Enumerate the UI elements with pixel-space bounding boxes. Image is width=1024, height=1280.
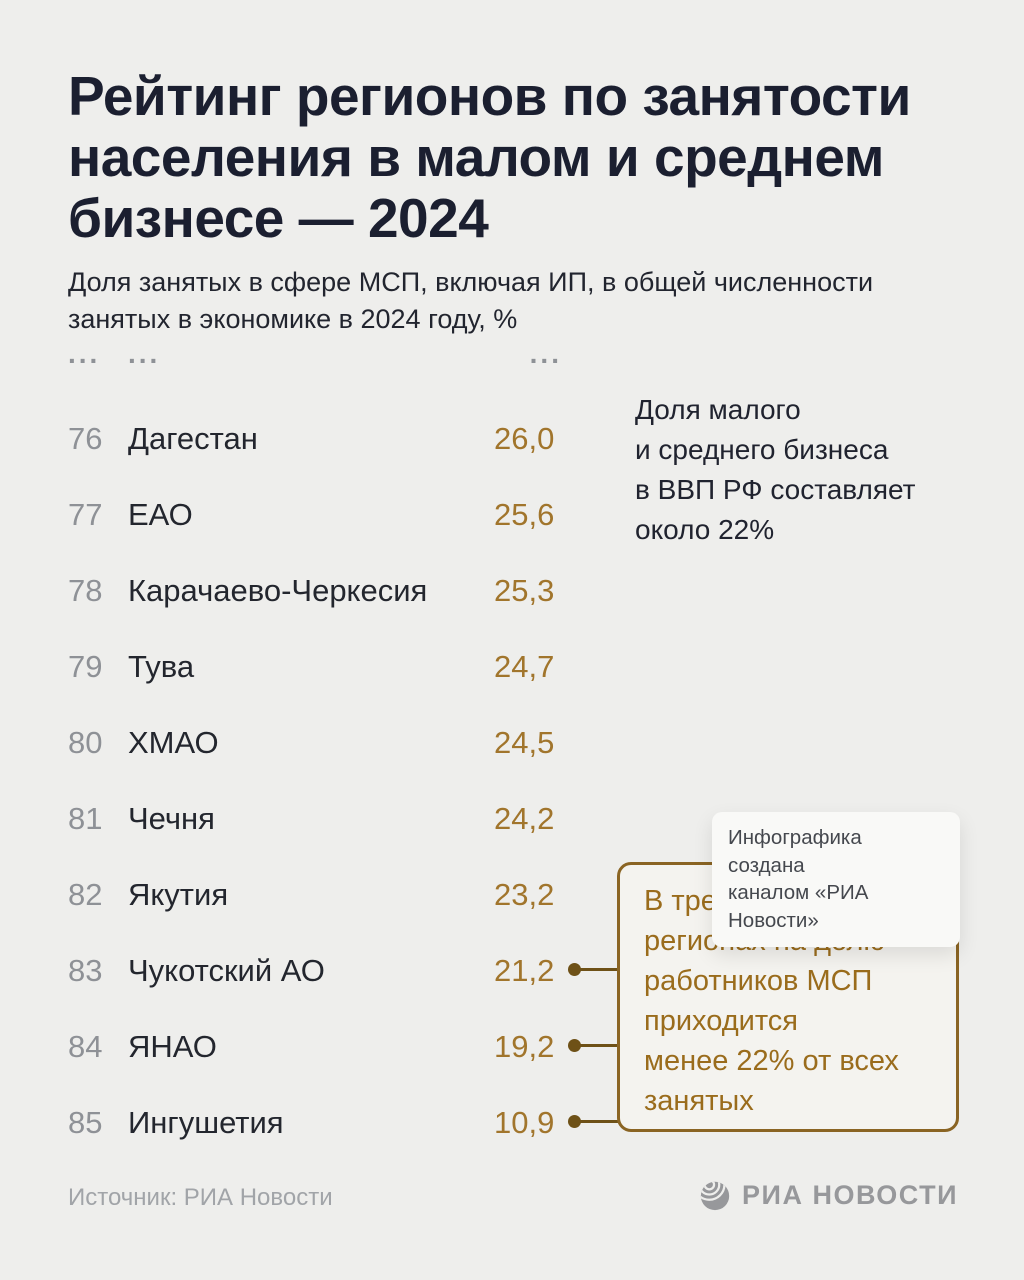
table-row: 80 ХМАО 24,5 bbox=[68, 704, 562, 780]
value-cell: 10,9 bbox=[494, 1104, 555, 1140]
table-row: 84 ЯНАО 19,2 bbox=[68, 1008, 562, 1084]
rank-cell: 81 bbox=[68, 800, 103, 836]
region-cell: ХМАО bbox=[128, 724, 219, 760]
connector-segment bbox=[578, 968, 619, 971]
value-cell: 21,2 bbox=[494, 952, 555, 988]
rank-cell: 79 bbox=[68, 648, 103, 684]
connector-segment bbox=[578, 1120, 619, 1123]
table-row: 79 Тува 24,7 bbox=[68, 628, 562, 704]
region-cell: Чечня bbox=[128, 800, 215, 836]
region-cell: Якутия bbox=[128, 876, 229, 912]
connector-dot bbox=[568, 1115, 581, 1128]
region-cell: ЕАО bbox=[128, 496, 193, 532]
value-cell: 23,2 bbox=[494, 876, 555, 912]
credits-tooltip: Инфографика создана каналом «РИА Новости… bbox=[712, 812, 960, 947]
rank-cell: 80 bbox=[68, 724, 103, 760]
value-cell: 24,5 bbox=[494, 724, 555, 760]
gdp-share-note: Доля малого и среднего бизнеса в ВВП РФ … bbox=[635, 394, 916, 546]
connector-dot bbox=[568, 1039, 581, 1052]
connector-segment bbox=[578, 1044, 619, 1047]
rank-cell: 83 bbox=[68, 952, 103, 988]
table-row: 82 Якутия 23,2 bbox=[68, 856, 562, 932]
ria-logo-text: РИА НОВОСТИ bbox=[742, 1179, 958, 1210]
table-row: 78 Карачаево-Черкесия 25,3 bbox=[68, 552, 562, 628]
ria-novosti-logo: РИА НОВОСТИ bbox=[698, 1178, 958, 1212]
connector-dot bbox=[568, 963, 581, 976]
ellipsis-region: ... bbox=[128, 338, 161, 369]
table-row: 83 Чукотский АО 21,2 bbox=[68, 932, 562, 1008]
ellipsis-value: ... bbox=[529, 338, 562, 369]
table-row: 76 Дагестан 26,0 bbox=[68, 400, 562, 476]
rank-cell: 82 bbox=[68, 876, 103, 912]
ranking-table: 76 Дагестан 26,0 77 ЕАО 25,6 78 Карачаев… bbox=[68, 400, 562, 1160]
ellipsis-rank: ... bbox=[68, 338, 101, 369]
rank-cell: 78 bbox=[68, 572, 103, 608]
region-cell: Дагестан bbox=[128, 420, 258, 456]
table-row: 77 ЕАО 25,6 bbox=[68, 476, 562, 552]
value-cell: 19,2 bbox=[494, 1028, 555, 1064]
ria-globe-icon bbox=[700, 1181, 730, 1211]
region-cell: Чукотский АО bbox=[128, 952, 325, 988]
region-cell: Карачаево-Черкесия bbox=[128, 572, 428, 608]
value-cell: 25,3 bbox=[494, 572, 555, 608]
page-title: Рейтинг регионов по занятости населения … bbox=[68, 65, 911, 250]
table-ellipsis-row: ... ... ... bbox=[68, 336, 562, 370]
rank-cell: 76 bbox=[68, 420, 103, 456]
value-cell: 24,2 bbox=[494, 800, 555, 836]
region-cell: ЯНАО bbox=[128, 1028, 217, 1064]
table-row: 85 Ингушетия 10,9 bbox=[68, 1084, 562, 1160]
value-cell: 24,7 bbox=[494, 648, 555, 684]
page-subtitle: Доля занятых в сфере МСП, включая ИП, в … bbox=[68, 267, 874, 334]
region-cell: Ингушетия bbox=[128, 1104, 284, 1140]
rank-cell: 85 bbox=[68, 1104, 103, 1140]
source-label: Источник: РИА Новости bbox=[68, 1184, 333, 1211]
value-cell: 25,6 bbox=[494, 496, 555, 532]
credits-tooltip-text: Инфографика создана каналом «РИА Новости… bbox=[728, 826, 869, 933]
rank-cell: 77 bbox=[68, 496, 103, 532]
rank-cell: 84 bbox=[68, 1028, 103, 1064]
value-cell: 26,0 bbox=[494, 420, 555, 456]
region-cell: Тува bbox=[128, 648, 195, 684]
table-row: 81 Чечня 24,2 bbox=[68, 780, 562, 856]
